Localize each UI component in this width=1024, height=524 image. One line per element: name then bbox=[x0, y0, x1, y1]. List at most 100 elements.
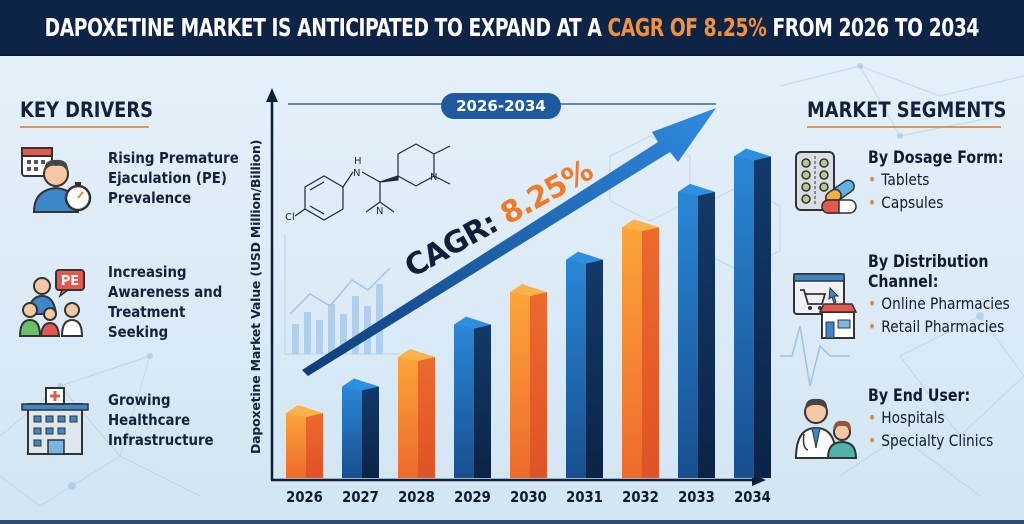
driver-line: Prevalence bbox=[108, 189, 192, 207]
family-doctor-pe-icon: PE bbox=[18, 269, 85, 337]
molecule-atom-n-ring: N bbox=[430, 172, 437, 183]
bar-top-face bbox=[510, 284, 547, 297]
x-tick-label: 2028 bbox=[398, 489, 435, 506]
page-title: DAPOXETINE MARKET IS ANTICIPATED TO EXPA… bbox=[44, 12, 980, 42]
segment-heading: Channel: bbox=[868, 272, 939, 291]
segment-item: Capsules bbox=[868, 191, 1004, 214]
bar-2027 bbox=[342, 378, 379, 478]
molecule-atom-h: H bbox=[354, 156, 362, 167]
bar-front-face bbox=[342, 386, 362, 478]
bar-2030 bbox=[510, 284, 547, 478]
segment-heading: By Dosage Form: bbox=[868, 148, 1004, 167]
x-tick-label: 2032 bbox=[622, 489, 659, 506]
bar-side-face bbox=[306, 413, 323, 478]
x-tick-label: 2031 bbox=[566, 489, 603, 506]
background-mini-chart bbox=[284, 234, 400, 355]
driver-line: Ejaculation (PE) bbox=[108, 169, 227, 187]
hospital-icon bbox=[21, 387, 89, 455]
driver-line: Treatment bbox=[108, 303, 186, 321]
dapoxetine-molecule-icon bbox=[294, 143, 451, 221]
segment-heading: By Distribution bbox=[868, 252, 989, 271]
title-text: DAPOXETINE MARKET IS ANTICIPATED TO EXPA… bbox=[44, 12, 608, 42]
bar-front-face bbox=[734, 156, 754, 478]
pill-blister-icon bbox=[795, 151, 857, 214]
driver-line: Healthcare bbox=[108, 411, 191, 429]
molecule-atom-nh: N bbox=[353, 168, 360, 179]
bar-front-face bbox=[678, 191, 698, 478]
driver-line: Increasing bbox=[108, 263, 187, 281]
period-badge: 2026-2034 bbox=[441, 93, 561, 119]
x-tick-label: 2026 bbox=[286, 489, 323, 506]
segment-body: By End User: Hospitals Specialty Clinics bbox=[868, 386, 993, 462]
segment-list: Hospitals Specialty Clinics bbox=[868, 406, 993, 452]
title-cagr-highlight: CAGR OF 8.25% bbox=[607, 12, 767, 42]
title-period-text: FROM 2026 TO 2034 bbox=[766, 12, 980, 42]
driver-label: Increasing Awareness and Treatment Seeki… bbox=[108, 262, 222, 342]
bar-top-face bbox=[678, 183, 715, 196]
online-store-icon bbox=[793, 273, 858, 339]
driver-line: Awareness and bbox=[108, 283, 223, 301]
segment-end-user: By End User: Hospitals Specialty Clinics bbox=[792, 386, 1014, 462]
bar-side-face bbox=[474, 324, 491, 478]
bar-front-face bbox=[286, 413, 306, 478]
bar-top-face bbox=[566, 251, 603, 264]
driver-item-pe-prevalence: Rising Premature Ejaculation (PE) Preval… bbox=[16, 142, 260, 214]
trend-arrow-icon bbox=[302, 108, 716, 376]
x-tick-label: 2029 bbox=[454, 489, 491, 506]
patient-stopwatch-icon bbox=[21, 147, 92, 213]
bar-side-face bbox=[642, 227, 659, 478]
bar-side-face bbox=[754, 156, 771, 478]
segment-body: By Distribution Channel: Online Pharmaci… bbox=[868, 252, 1010, 342]
bar-top-face bbox=[342, 378, 379, 391]
bar-2034 bbox=[734, 148, 771, 478]
market-segments-underline bbox=[807, 126, 1001, 128]
driver-item-healthcare-infrastructure: Growing Healthcare Infrastructure bbox=[16, 384, 231, 456]
bar-2029 bbox=[454, 316, 491, 478]
segment-item: Retail Pharmacies bbox=[868, 315, 1010, 338]
bars-group bbox=[286, 148, 771, 478]
x-tick-label: 2034 bbox=[734, 489, 771, 506]
segment-item: Specialty Clinics bbox=[868, 429, 993, 452]
bar-front-face bbox=[398, 357, 418, 478]
bar-chart: Cl N H N N 2026 2027 2028 2029 2030 2031 2032 2… bbox=[266, 88, 771, 506]
segment-heading: By End User: bbox=[868, 386, 971, 405]
key-drivers-underline bbox=[20, 126, 149, 128]
bar-top-face bbox=[734, 148, 771, 161]
bar-side-face bbox=[586, 259, 603, 478]
molecule-atom-cl: Cl bbox=[285, 212, 295, 223]
bar-2033 bbox=[678, 183, 715, 478]
x-tick-labels: 2026 2027 2028 2029 2030 2031 2032 2033 2034 bbox=[286, 489, 771, 506]
bar-2026 bbox=[286, 405, 323, 478]
driver-line: Infrastructure bbox=[108, 431, 214, 449]
bar-front-face bbox=[622, 227, 642, 478]
driver-item-awareness: PE Increasing Awareness and Treatment Se… bbox=[16, 262, 241, 342]
segment-dosage-form: By Dosage Form: Tablets Capsules bbox=[792, 148, 1024, 218]
trend-arrow-shape bbox=[302, 108, 716, 376]
bar-top-face bbox=[286, 405, 323, 418]
market-segments-title: MARKET SEGMENTS bbox=[807, 98, 1007, 122]
title-banner: DAPOXETINE MARKET IS ANTICIPATED TO EXPA… bbox=[0, 0, 1024, 56]
y-axis-arrowhead bbox=[266, 88, 278, 102]
molecule-atom-n-dimethyl: N bbox=[376, 206, 383, 217]
bar-front-face bbox=[454, 324, 474, 478]
x-tick-label: 2027 bbox=[342, 489, 379, 506]
svg-text:PE: PE bbox=[61, 274, 79, 289]
bar-top-face bbox=[454, 316, 491, 329]
bar-2031 bbox=[566, 251, 603, 478]
bar-side-face bbox=[362, 386, 379, 478]
footer-bar bbox=[0, 520, 1024, 524]
segment-body: By Dosage Form: Tablets Capsules bbox=[868, 148, 1004, 218]
segment-item: Online Pharmacies bbox=[868, 292, 1009, 315]
x-tick-label: 2033 bbox=[678, 489, 715, 506]
driver-label: Rising Premature Ejaculation (PE) Preval… bbox=[108, 148, 239, 208]
x-tick-label: 2030 bbox=[510, 489, 547, 506]
key-drivers-title: KEY DRIVERS bbox=[20, 98, 153, 122]
segment-list: Online Pharmacies Retail Pharmacies bbox=[868, 292, 1010, 338]
driver-line: Rising Premature bbox=[108, 149, 239, 167]
doctor-patient-icon bbox=[794, 398, 858, 459]
bar-2032 bbox=[622, 219, 659, 478]
segment-item: Hospitals bbox=[868, 406, 993, 429]
bar-2028 bbox=[398, 349, 435, 478]
bar-side-face bbox=[418, 357, 435, 478]
segment-distribution-channel: By Distribution Channel: Online Pharmaci… bbox=[792, 252, 1024, 342]
